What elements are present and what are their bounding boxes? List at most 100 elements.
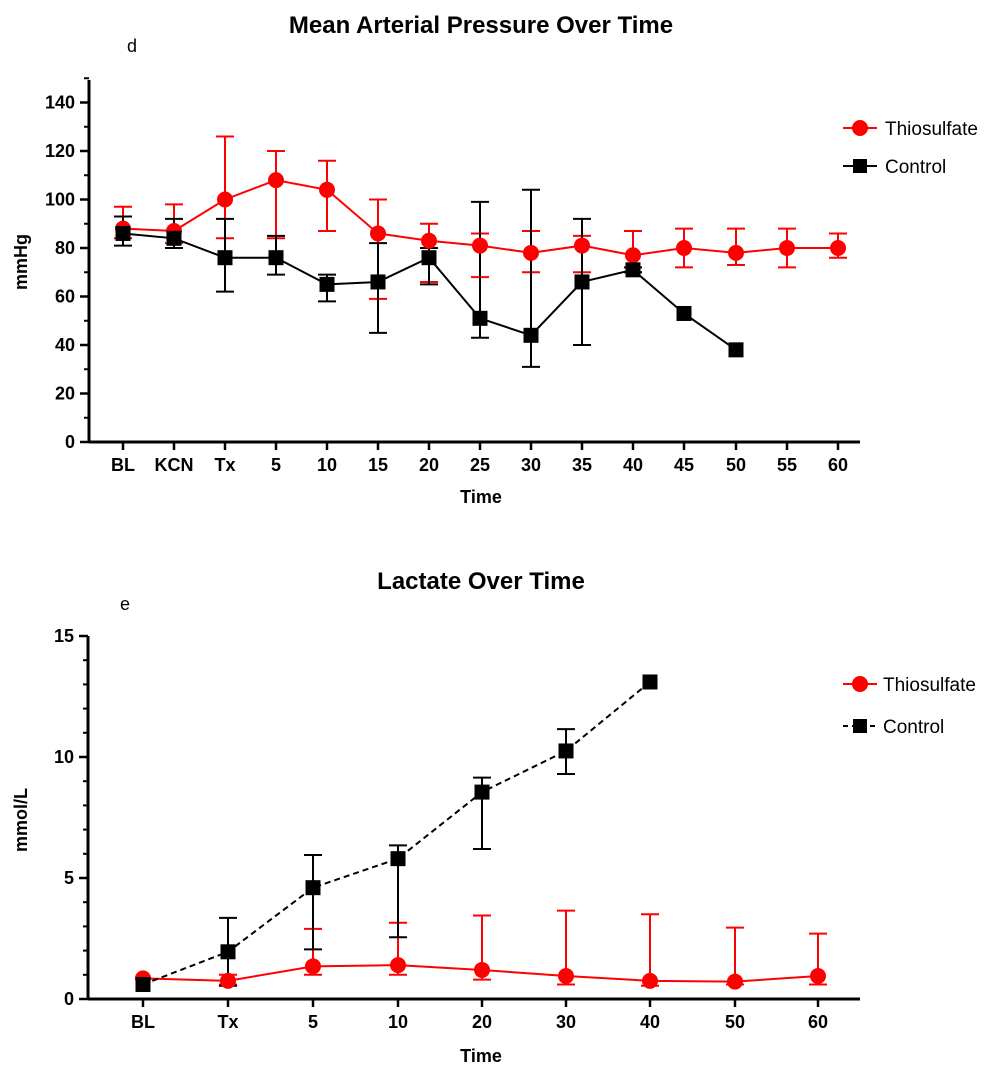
map-thiosulfate-point: [217, 191, 233, 208]
map-x-tick-label: 45: [674, 455, 694, 475]
map-thiosulfate-point: [421, 232, 437, 249]
lactate-x-tick-label: Tx: [217, 1012, 238, 1032]
lactate-thiosulfate-point: [220, 972, 236, 989]
lactate-panel-label: e: [120, 594, 130, 614]
map-x-tick-label: 60: [828, 455, 848, 475]
map-y-axis-label: mmHg: [11, 234, 31, 290]
map-y-tick-label: 120: [45, 141, 75, 161]
lactate-y-tick-label: 15: [54, 626, 74, 646]
map-x-axis-label: Time: [460, 487, 502, 507]
map-y-tick-label: 80: [55, 238, 75, 258]
lactate-x-tick-label: 40: [640, 1012, 660, 1032]
lactate-axes: 0 5 10 15 BL Tx 5 10 20 30 40 50 60: [54, 626, 860, 1032]
lactate-legend-control-marker: [853, 719, 867, 733]
map-chart: Mean Arterial Pressure Over Time d 0 20 40…: [11, 12, 978, 507]
lactate-thiosulfate-point: [390, 957, 406, 974]
lactate-control-point: [642, 674, 658, 690]
lactate-y-tick-label: 0: [64, 989, 74, 1009]
map-x-tick-label: Tx: [214, 455, 235, 475]
lactate-y-tick-label: 5: [64, 868, 74, 888]
map-control-point: [676, 305, 692, 321]
map-chart-title: Mean Arterial Pressure Over Time: [289, 12, 673, 39]
map-control-point: [370, 274, 386, 290]
lactate-x-tick-label: 10: [388, 1012, 408, 1032]
lactate-control-point: [135, 976, 151, 992]
map-control-point: [625, 262, 641, 278]
map-x-tick-label: KCN: [155, 455, 194, 475]
map-control-point: [319, 276, 335, 292]
map-thiosulfate-point: [625, 247, 641, 264]
lactate-control-point: [558, 743, 574, 759]
map-thiosulfate-point: [728, 244, 744, 261]
map-control-point: [523, 327, 539, 343]
lactate-y-axis-label: mmol/L: [11, 788, 31, 852]
map-axes: 0 20 40 60 80 100 120 140 BL KCN Tx 5 10 15 20 25 30 35 40…: [45, 77, 860, 475]
lactate-x-tick-label: BL: [131, 1012, 155, 1032]
map-thiosulfate-point: [268, 172, 284, 189]
lactate-thiosulfate-point: [305, 958, 321, 975]
lactate-legend-thiosulfate-label: Thiosulfate: [883, 675, 976, 696]
map-x-tick-label: 40: [623, 455, 643, 475]
map-thiosulfate-point: [319, 181, 335, 198]
map-legend-thiosulfate-marker: [852, 120, 868, 136]
lactate-control-point: [474, 784, 490, 800]
map-y-tick-label: 20: [55, 384, 75, 404]
map-control-point: [574, 274, 590, 290]
map-control-point: [115, 225, 131, 241]
map-control-point: [217, 250, 233, 266]
lactate-control-point: [305, 880, 321, 896]
lactate-thiosulfate-point: [558, 968, 574, 985]
lactate-thiosulfate-point: [642, 972, 658, 989]
map-thiosulfate-point: [676, 240, 692, 256]
map-panel-label: d: [127, 36, 137, 56]
lactate-legend: Thiosulfate Control: [843, 675, 976, 738]
map-y-tick-label: 100: [45, 190, 75, 210]
lactate-error-bars: [219, 728, 827, 987]
map-x-tick-label: BL: [111, 455, 135, 475]
map-control-point: [421, 250, 437, 266]
map-legend-control-label: Control: [885, 157, 946, 178]
lactate-control-point: [220, 944, 236, 960]
map-legend: Thiosulfate Control: [843, 119, 978, 178]
map-x-tick-label: 35: [572, 455, 592, 475]
lactate-x-axis-label: Time: [460, 1046, 502, 1066]
map-markers: [115, 172, 846, 358]
lactate-x-tick-label: 5: [308, 1012, 318, 1032]
map-thiosulfate-point: [779, 240, 795, 256]
map-thiosulfate-point: [472, 237, 488, 254]
lactate-x-tick-label: 20: [472, 1012, 492, 1032]
map-thiosulfate-point: [523, 244, 539, 261]
lactate-series-lines: [142, 681, 819, 986]
map-thiosulfate-point: [574, 237, 590, 254]
lactate-x-tick-label: 50: [725, 1012, 745, 1032]
lactate-control-point: [390, 851, 406, 867]
map-thiosulfate-point: [370, 225, 386, 242]
lactate-thiosulfate-point: [727, 973, 743, 990]
map-x-tick-label: 20: [419, 455, 439, 475]
map-x-tick-label: 50: [726, 455, 746, 475]
lactate-markers: [135, 674, 826, 992]
map-y-tick-label: 140: [45, 93, 75, 113]
lactate-control-line: [142, 681, 651, 986]
lactate-chart-title: Lactate Over Time: [377, 568, 585, 595]
map-y-tick-label: 0: [65, 432, 75, 452]
map-x-tick-label: 5: [271, 455, 281, 475]
lactate-thiosulfate-point: [474, 961, 490, 978]
lactate-x-tick-label: 30: [556, 1012, 576, 1032]
map-control-point: [166, 230, 182, 246]
map-x-tick-label: 30: [521, 455, 541, 475]
lactate-x-tick-label: 60: [808, 1012, 828, 1032]
map-control-point: [728, 342, 744, 358]
map-legend-thiosulfate-label: Thiosulfate: [885, 119, 978, 140]
map-control-point: [268, 250, 284, 266]
map-x-tick-label: 25: [470, 455, 490, 475]
lactate-legend-thiosulfate-marker: [852, 676, 868, 692]
map-x-tick-label: 15: [368, 455, 388, 475]
lactate-chart: Lactate Over Time e 0 5 10 15 BL Tx 5 10 20 30 40 5…: [11, 568, 976, 1066]
lactate-y-tick-label: 10: [54, 747, 74, 767]
map-x-tick-label: 10: [317, 455, 337, 475]
lactate-thiosulfate-point: [810, 968, 826, 985]
map-y-tick-label: 40: [55, 335, 75, 355]
map-control-point: [472, 310, 488, 326]
